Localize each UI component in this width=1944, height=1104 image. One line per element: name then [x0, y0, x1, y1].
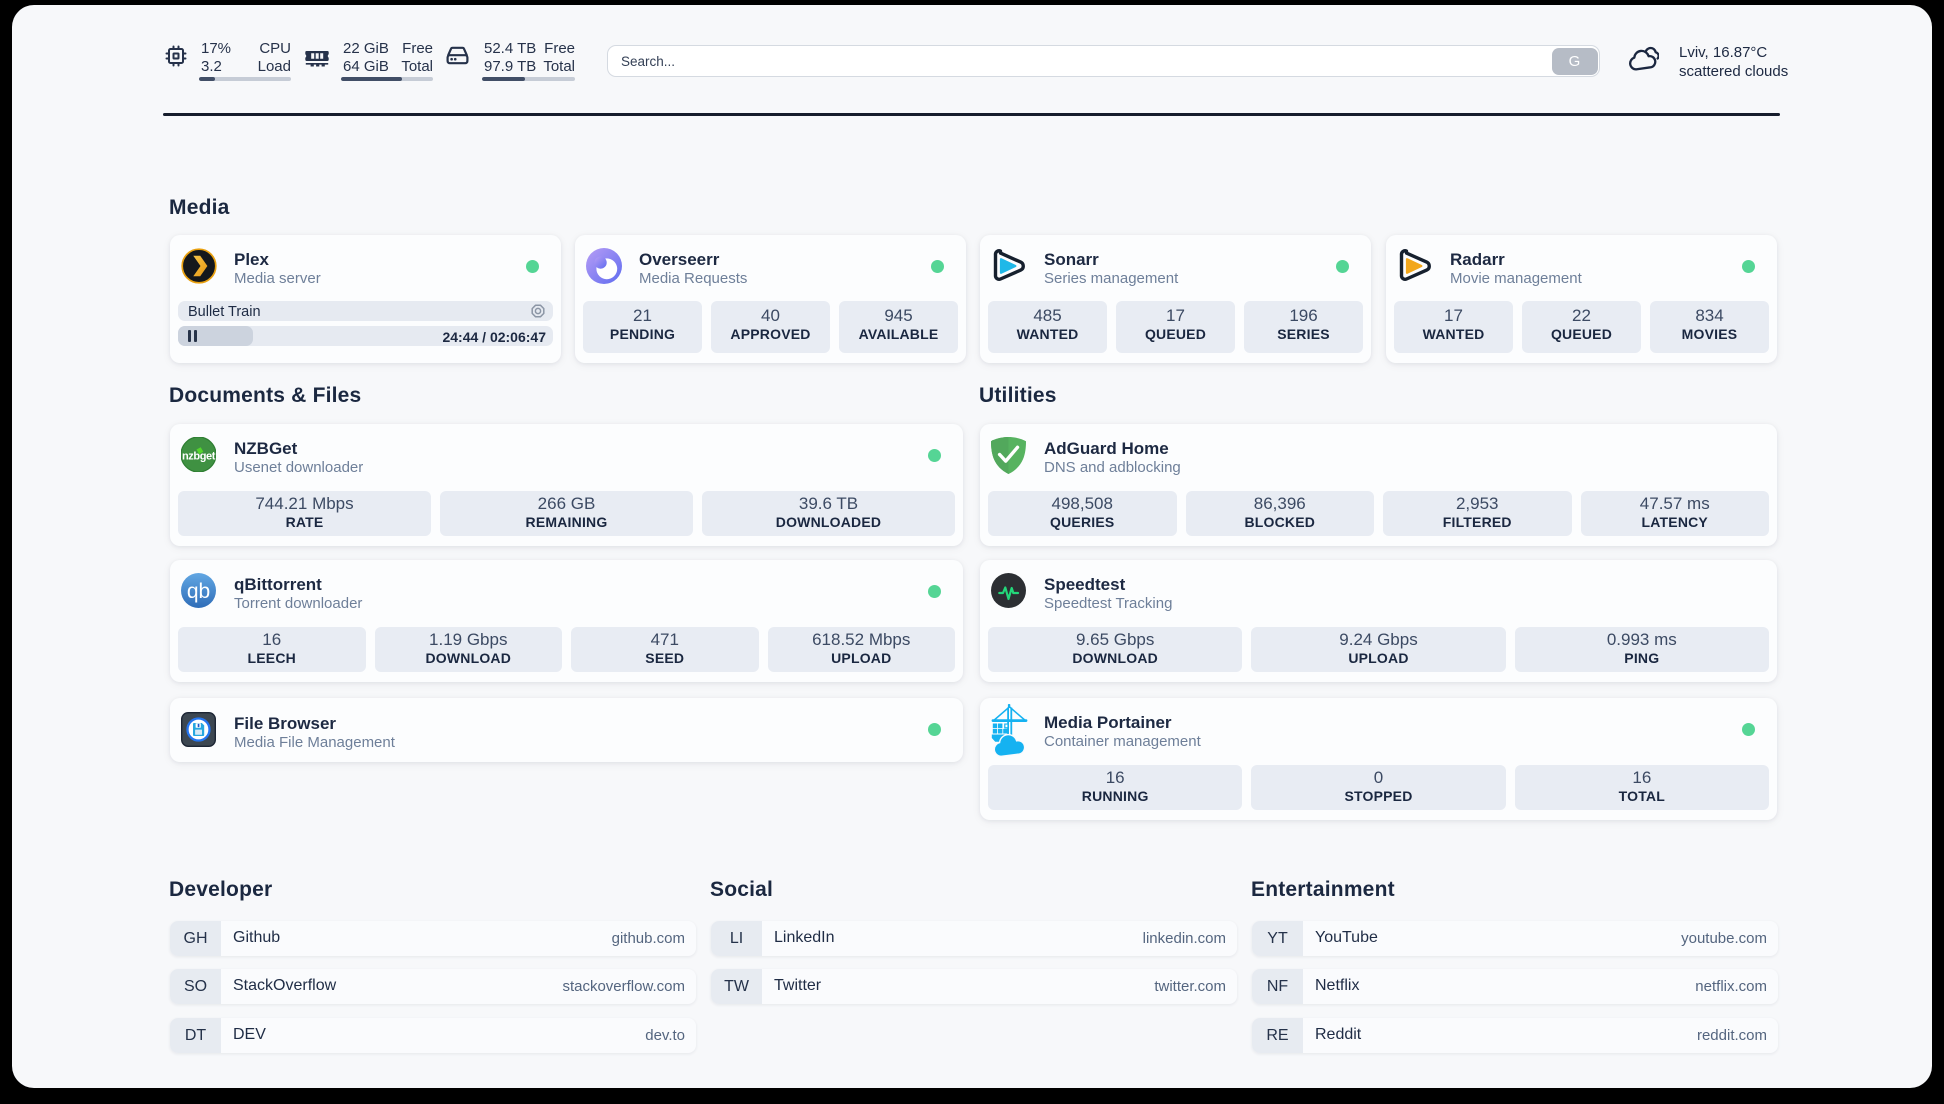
- svg-text:qb: qb: [187, 580, 210, 603]
- svg-text:nzbget: nzbget: [182, 451, 216, 463]
